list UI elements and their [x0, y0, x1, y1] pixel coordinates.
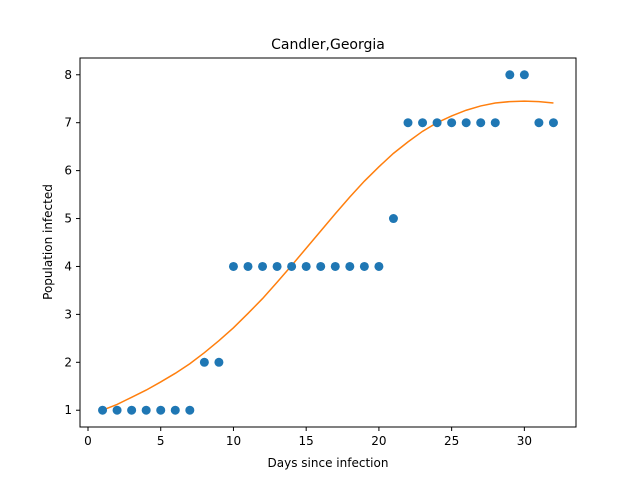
- x-tick-label: 5: [157, 434, 165, 448]
- data-point: [127, 405, 137, 415]
- y-tick-label: 1: [64, 403, 72, 417]
- data-point: [476, 118, 486, 128]
- y-tick-label: 6: [64, 164, 72, 178]
- data-point: [345, 261, 355, 271]
- plot-area: 0 5 10 15 20 25 30 1 2 3 4 5 6 7 8: [64, 68, 558, 448]
- data-point: [388, 214, 398, 224]
- plot-frame: [79, 57, 577, 428]
- data-point: [228, 261, 238, 271]
- y-tick-label: 4: [64, 259, 72, 273]
- data-point: [316, 261, 326, 271]
- y-tick-label: 3: [64, 307, 72, 321]
- data-point: [185, 405, 195, 415]
- y-tick-label: 8: [64, 68, 72, 82]
- data-point: [287, 261, 297, 271]
- x-tick-label: 30: [517, 434, 532, 448]
- x-tick-label: 10: [226, 434, 241, 448]
- data-point: [374, 261, 384, 271]
- data-point: [432, 118, 442, 128]
- x-tick-label: 0: [84, 434, 92, 448]
- x-tick-label: 20: [371, 434, 386, 448]
- data-point: [418, 118, 428, 128]
- data-point: [330, 261, 340, 271]
- x-tick-label: 15: [299, 434, 314, 448]
- data-point: [359, 261, 369, 271]
- data-point: [301, 261, 311, 271]
- data-point: [490, 118, 500, 128]
- chart-title: Candler,Georgia: [271, 37, 385, 53]
- data-point: [141, 405, 151, 415]
- y-tick-label: 7: [64, 116, 72, 130]
- data-point: [199, 357, 209, 367]
- y-tick-label: 5: [64, 212, 72, 226]
- data-point: [505, 70, 515, 80]
- data-point: [243, 261, 253, 271]
- y-axis-label: Population infected: [41, 184, 55, 300]
- data-point: [519, 70, 529, 80]
- data-point: [112, 405, 122, 415]
- data-point: [272, 261, 282, 271]
- data-point: [156, 405, 166, 415]
- data-point: [258, 261, 268, 271]
- data-point: [447, 118, 457, 128]
- data-point: [403, 118, 413, 128]
- data-point: [534, 118, 544, 128]
- x-tick-label: 25: [444, 434, 459, 448]
- fit-line: [102, 100, 554, 411]
- data-point: [461, 118, 471, 128]
- y-tick-label: 2: [64, 355, 72, 369]
- data-point: [170, 405, 180, 415]
- x-axis-label: Days since infection: [268, 456, 389, 470]
- data-point: [214, 357, 224, 367]
- data-point: [98, 405, 108, 415]
- data-point: [548, 118, 558, 128]
